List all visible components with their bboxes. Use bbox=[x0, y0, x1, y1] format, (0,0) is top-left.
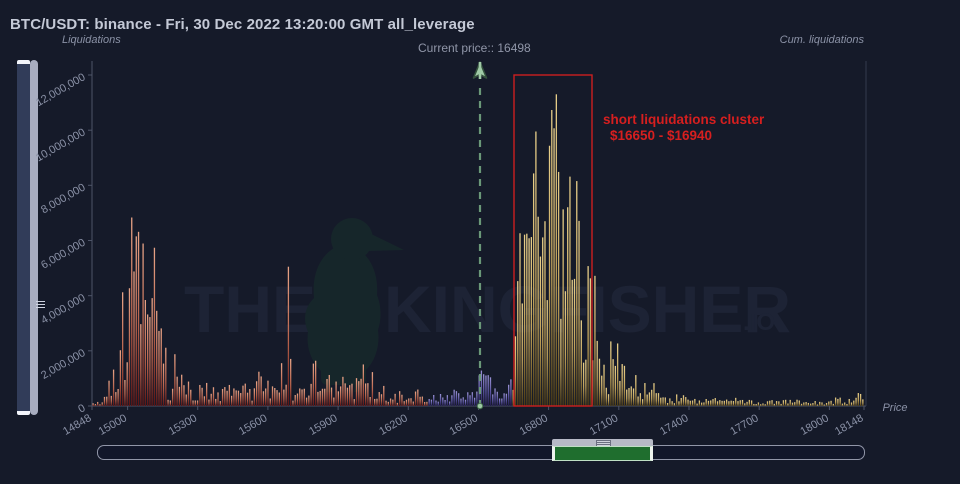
svg-text:16800: 16800 bbox=[518, 412, 550, 438]
svg-text:18000: 18000 bbox=[798, 412, 830, 438]
svg-text:12,000,000: 12,000,000 bbox=[34, 71, 88, 109]
svg-text:6,000,000: 6,000,000 bbox=[39, 237, 87, 272]
svg-text:17100: 17100 bbox=[588, 412, 620, 438]
svg-text:16500: 16500 bbox=[448, 412, 480, 438]
svg-text:.IO: .IO bbox=[743, 309, 775, 336]
svg-text:15000: 15000 bbox=[97, 412, 129, 438]
svg-text:2,000,000: 2,000,000 bbox=[39, 347, 87, 382]
svg-text:15300: 15300 bbox=[167, 412, 199, 438]
svg-text:THE: THE bbox=[184, 272, 316, 346]
svg-text:16200: 16200 bbox=[377, 412, 409, 438]
svg-text:$16650 - $16940: $16650 - $16940 bbox=[610, 128, 712, 143]
svg-text:4,000,000: 4,000,000 bbox=[39, 292, 87, 327]
svg-text:15900: 15900 bbox=[307, 412, 339, 438]
svg-text:10,000,000: 10,000,000 bbox=[34, 126, 88, 164]
svg-text:14848: 14848 bbox=[61, 412, 93, 438]
svg-text:17700: 17700 bbox=[728, 412, 760, 438]
svg-text:8,000,000: 8,000,000 bbox=[39, 182, 87, 217]
svg-text:short liquidations cluster: short liquidations cluster bbox=[603, 112, 765, 127]
svg-text:Price: Price bbox=[882, 402, 907, 414]
svg-text:15600: 15600 bbox=[237, 412, 269, 438]
svg-text:17400: 17400 bbox=[658, 412, 690, 438]
svg-text:18148: 18148 bbox=[833, 412, 865, 438]
